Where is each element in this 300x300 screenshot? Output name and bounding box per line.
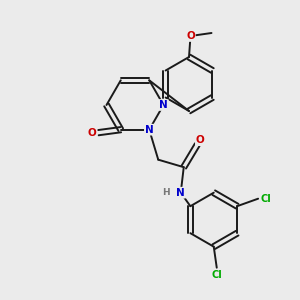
Text: N: N xyxy=(159,100,168,110)
Text: O: O xyxy=(88,128,97,138)
Text: O: O xyxy=(186,31,195,41)
Text: N: N xyxy=(145,125,154,135)
Text: H: H xyxy=(162,188,169,197)
Text: Cl: Cl xyxy=(260,194,271,204)
Text: Cl: Cl xyxy=(212,270,222,280)
Text: O: O xyxy=(196,135,205,145)
Text: N: N xyxy=(176,188,185,198)
